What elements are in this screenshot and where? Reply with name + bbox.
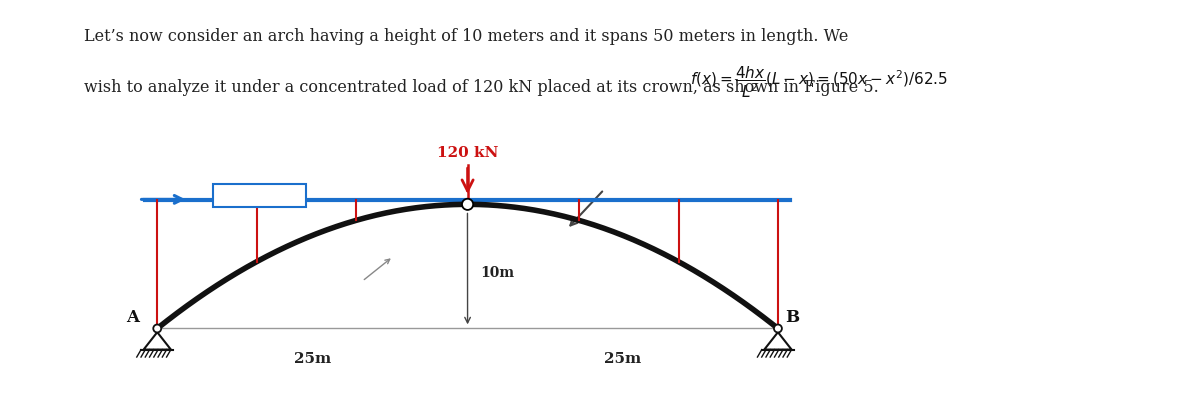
Text: 25m: 25m <box>294 352 331 366</box>
Circle shape <box>154 325 161 332</box>
Text: 25m: 25m <box>604 352 641 366</box>
Text: wish to analyze it under a concentrated load of 120 kN placed at its crown, as s: wish to analyze it under a concentrated … <box>84 79 878 95</box>
Bar <box>214 184 306 207</box>
Text: 10m: 10m <box>480 266 514 280</box>
Text: $f(x)=\dfrac{4hx}{L^2}(L-x)=(50x-x^2)/62.5$: $f(x)=\dfrac{4hx}{L^2}(L-x)=(50x-x^2)/62… <box>690 65 948 100</box>
Text: Let’s now consider an arch having a height of 10 meters and it spans 50 meters i: Let’s now consider an arch having a heig… <box>84 28 848 44</box>
Text: B: B <box>785 309 799 326</box>
Text: 120 kN: 120 kN <box>437 146 498 160</box>
Circle shape <box>462 199 473 210</box>
Circle shape <box>774 325 782 332</box>
Polygon shape <box>144 332 170 350</box>
Text: A: A <box>126 309 139 326</box>
Polygon shape <box>764 332 792 350</box>
